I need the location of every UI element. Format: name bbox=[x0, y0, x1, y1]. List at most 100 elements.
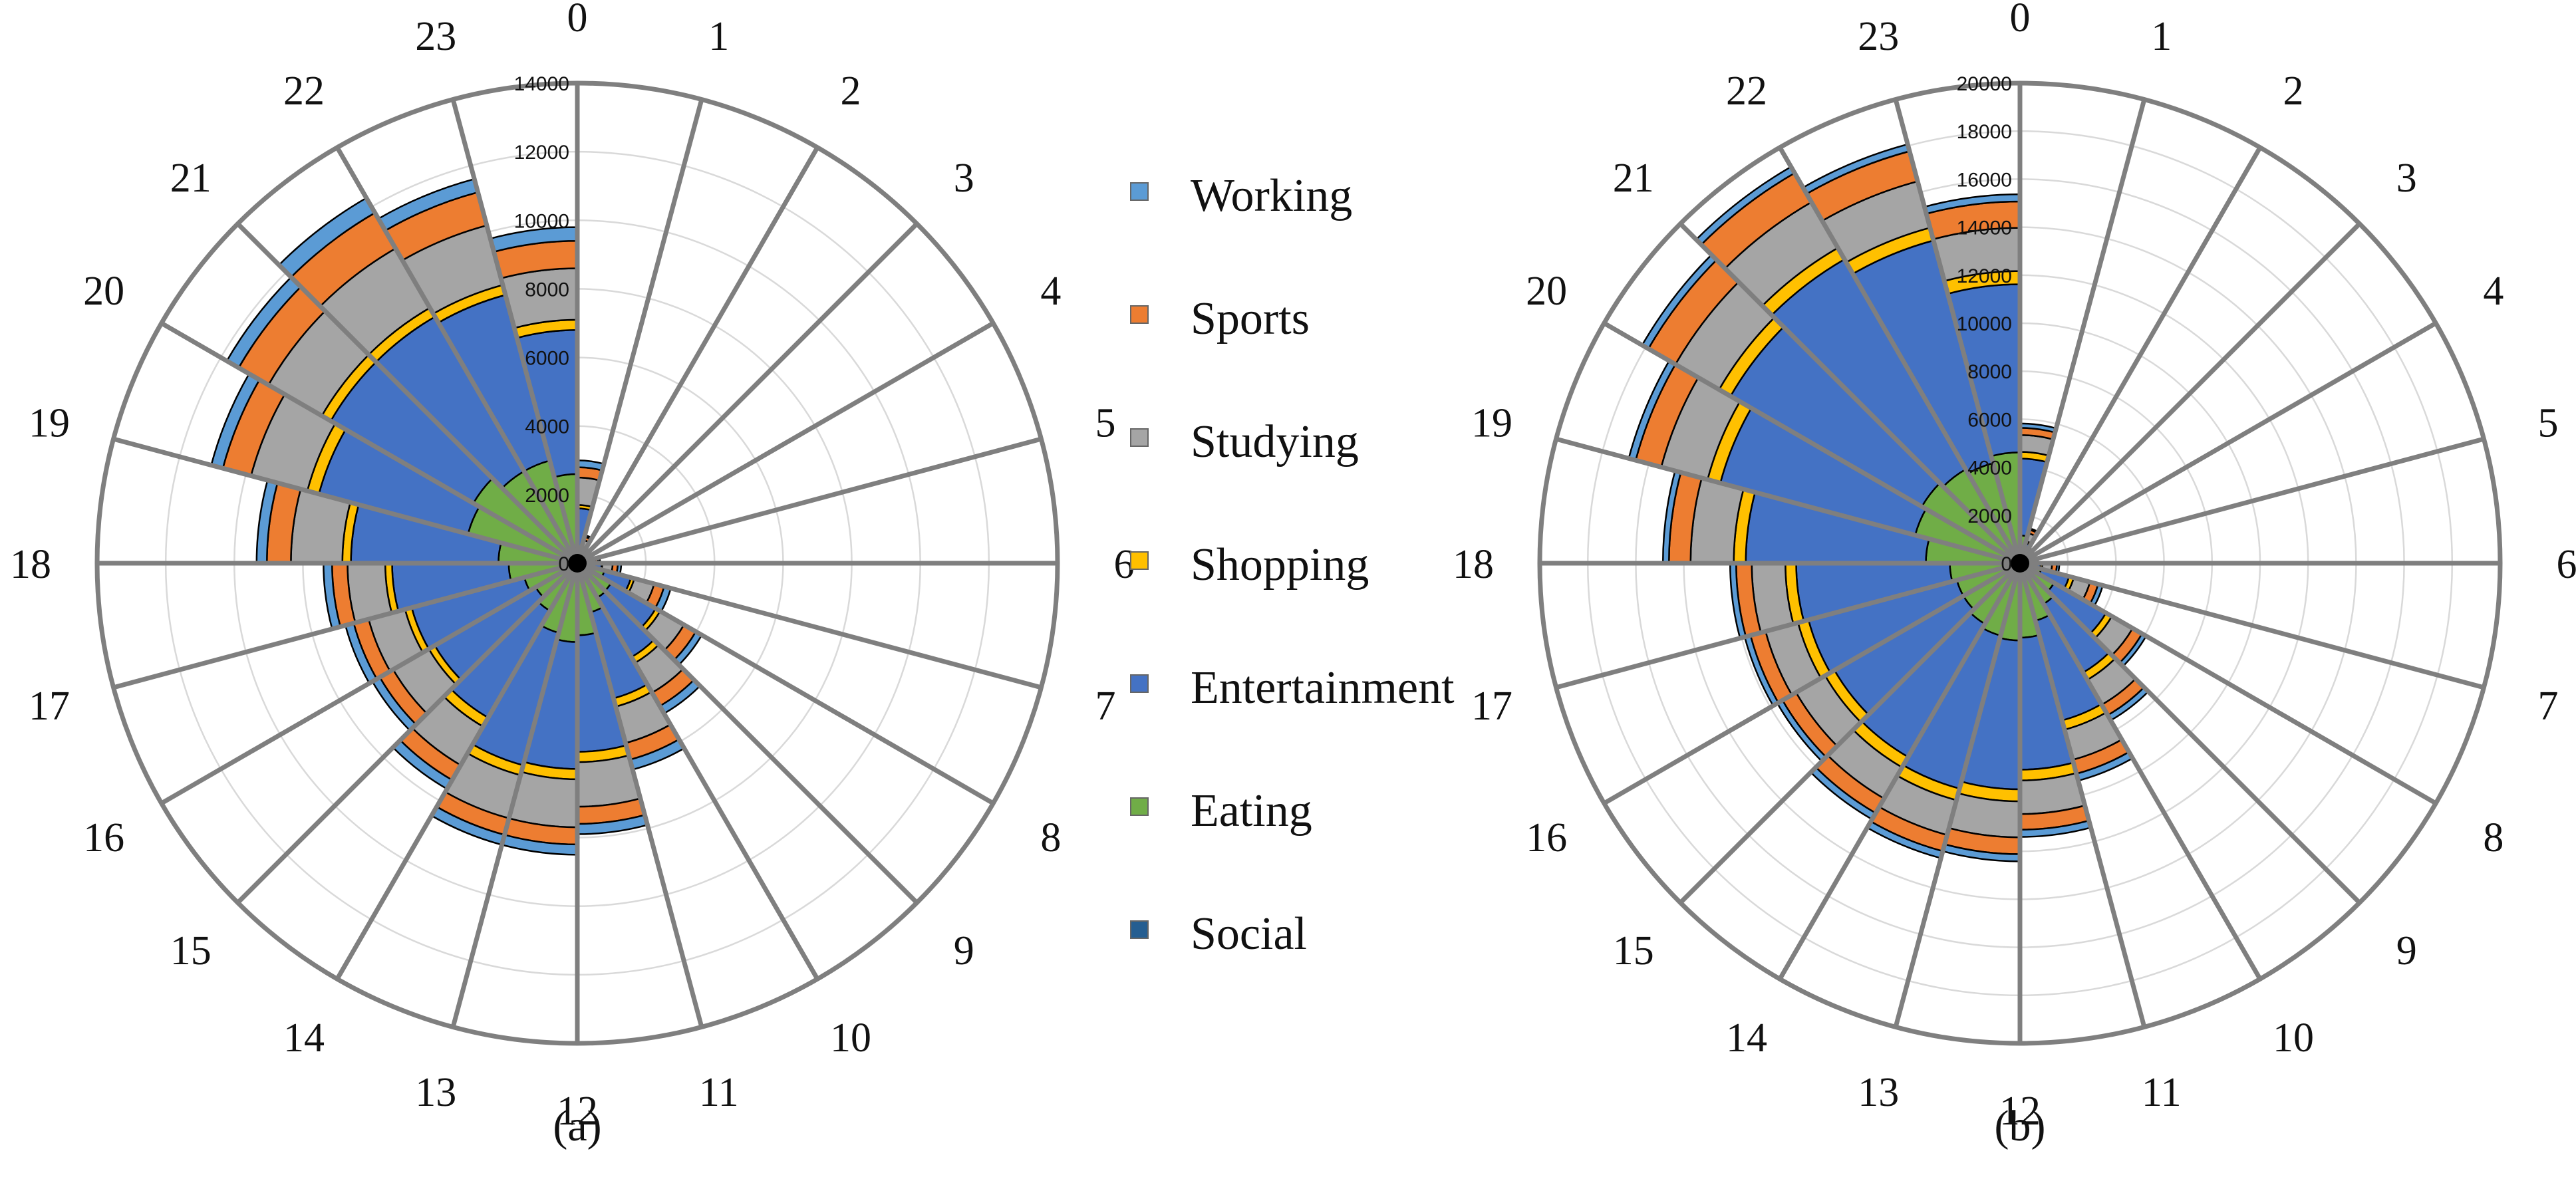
angular-gridline bbox=[2017, 98, 2147, 564]
angular-gridline bbox=[576, 561, 995, 806]
hour-label-22: 22 bbox=[1726, 68, 1767, 114]
hour-label-9: 9 bbox=[954, 928, 974, 974]
radial-tick-label: 2000 bbox=[1967, 505, 2012, 527]
hour-label-5: 5 bbox=[2537, 400, 2558, 446]
angular-gridline bbox=[1893, 563, 2023, 1028]
radial-tick-label: 4000 bbox=[1967, 458, 2012, 479]
hour-label-8: 8 bbox=[1040, 815, 1061, 860]
radial-tick-label: 12000 bbox=[1957, 265, 2012, 287]
hour-label-23: 23 bbox=[415, 14, 456, 59]
radial-tick-label: 12000 bbox=[514, 142, 569, 164]
angular-gridline bbox=[575, 562, 820, 981]
outer-ring bbox=[1537, 80, 2503, 1046]
hour-label-5: 5 bbox=[1095, 400, 1115, 446]
radial-tick-label: 20000 bbox=[1957, 73, 2012, 95]
angular-gridline bbox=[2017, 563, 2147, 1028]
hour-label-18: 18 bbox=[10, 542, 51, 587]
angular-gridline bbox=[1777, 146, 2023, 565]
angular-gridline bbox=[575, 561, 919, 905]
outer-ring bbox=[94, 80, 1060, 1046]
polar-chart-b: 0200040006000800010000120001400016000180… bbox=[1453, 0, 2576, 1150]
hour-label-22: 22 bbox=[283, 68, 325, 114]
radial-tick-label: 8000 bbox=[525, 279, 569, 301]
hour-label-20: 20 bbox=[83, 269, 124, 314]
hour-label-16: 16 bbox=[1526, 815, 1567, 860]
angular-gridline bbox=[2019, 321, 2438, 566]
angular-gridline bbox=[575, 221, 919, 565]
angular-gridline bbox=[2018, 221, 2362, 565]
hour-label-17: 17 bbox=[1471, 684, 1512, 729]
legend-label-working: Working bbox=[1191, 170, 1352, 221]
radial-tick-label: 6000 bbox=[525, 348, 569, 370]
angular-gridline bbox=[160, 561, 579, 806]
angular-gridline bbox=[160, 321, 579, 566]
hour-label-3: 3 bbox=[2396, 156, 2417, 201]
angular-gridline bbox=[2019, 561, 2438, 806]
hour-label-7: 7 bbox=[1095, 684, 1115, 729]
angular-gridline bbox=[575, 146, 820, 565]
legend-label-social: Social bbox=[1191, 908, 1307, 960]
hour-label-12: 12 bbox=[1999, 1089, 2041, 1134]
hour-label-7: 7 bbox=[2537, 684, 2558, 729]
angular-gridline bbox=[235, 561, 579, 905]
radial-tick-label: 0 bbox=[2001, 553, 2012, 575]
hour-label-20: 20 bbox=[1526, 269, 1567, 314]
hour-label-4: 4 bbox=[2483, 269, 2504, 314]
legend-swatch-shopping bbox=[1130, 551, 1149, 570]
hour-label-19: 19 bbox=[1471, 400, 1512, 446]
hour-label-1: 1 bbox=[2151, 14, 2172, 59]
angular-gridline bbox=[1777, 562, 2023, 981]
angular-gridline bbox=[1893, 98, 2023, 564]
angular-gridline bbox=[335, 562, 580, 981]
angular-gridline bbox=[577, 436, 1042, 566]
angular-gridline bbox=[1555, 436, 2021, 566]
hour-label-0: 0 bbox=[2010, 0, 2031, 41]
hour-label-3: 3 bbox=[954, 156, 974, 201]
angular-gridline bbox=[577, 561, 1042, 690]
hour-label-8: 8 bbox=[2483, 815, 2504, 860]
legend-swatch-studying bbox=[1130, 428, 1149, 447]
angular-gridline bbox=[2018, 561, 2362, 905]
hour-label-14: 14 bbox=[283, 1015, 325, 1061]
radial-tick-label: 4000 bbox=[525, 416, 569, 438]
hour-label-4: 4 bbox=[1040, 269, 1061, 314]
angular-gridline bbox=[450, 563, 580, 1028]
legend-swatch-sports bbox=[1130, 305, 1149, 324]
angular-gridline bbox=[2019, 561, 2485, 690]
hour-label-1: 1 bbox=[708, 14, 729, 59]
hour-label-0: 0 bbox=[567, 0, 588, 41]
legend-swatch-entertainment bbox=[1130, 674, 1149, 693]
angular-gridline bbox=[235, 221, 579, 565]
center-hub bbox=[2011, 554, 2029, 573]
panel-label: (b) bbox=[1995, 1102, 2046, 1150]
angular-gridline bbox=[1555, 561, 2021, 690]
hour-label-23: 23 bbox=[1858, 14, 1899, 59]
legend-label-entertainment: Entertainment bbox=[1191, 662, 1455, 714]
angular-gridline bbox=[575, 98, 704, 564]
radial-tick-label: 10000 bbox=[1957, 313, 2012, 335]
angular-gridline bbox=[1678, 561, 2022, 905]
legend-swatch-social bbox=[1130, 920, 1149, 939]
angular-gridline bbox=[2017, 562, 2263, 981]
center-hub bbox=[568, 554, 587, 573]
hour-label-14: 14 bbox=[1726, 1015, 1767, 1061]
panel-label: (a) bbox=[553, 1102, 601, 1150]
angular-gridline bbox=[1602, 321, 2021, 566]
hour-label-15: 15 bbox=[1613, 928, 1654, 974]
hour-label-9: 9 bbox=[2396, 928, 2417, 974]
angular-gridline bbox=[450, 98, 580, 564]
hour-label-19: 19 bbox=[29, 400, 70, 446]
radial-tick-label: 18000 bbox=[1957, 121, 2012, 143]
angular-gridline bbox=[1678, 221, 2022, 565]
radial-tick-label: 6000 bbox=[1967, 409, 2012, 431]
angular-gridline bbox=[112, 561, 578, 690]
legend: Working Sports Studying Shopping Entertainme… bbox=[1130, 170, 1455, 960]
hour-label-11: 11 bbox=[2142, 1070, 2182, 1115]
legend-label-shopping: Shopping bbox=[1191, 539, 1369, 590]
angular-gridline bbox=[2017, 146, 2263, 565]
radial-tick-label: 16000 bbox=[1957, 169, 2012, 191]
radial-tick-label: 0 bbox=[558, 553, 569, 575]
angular-gridline bbox=[112, 436, 578, 566]
hour-label-10: 10 bbox=[2273, 1015, 2314, 1061]
